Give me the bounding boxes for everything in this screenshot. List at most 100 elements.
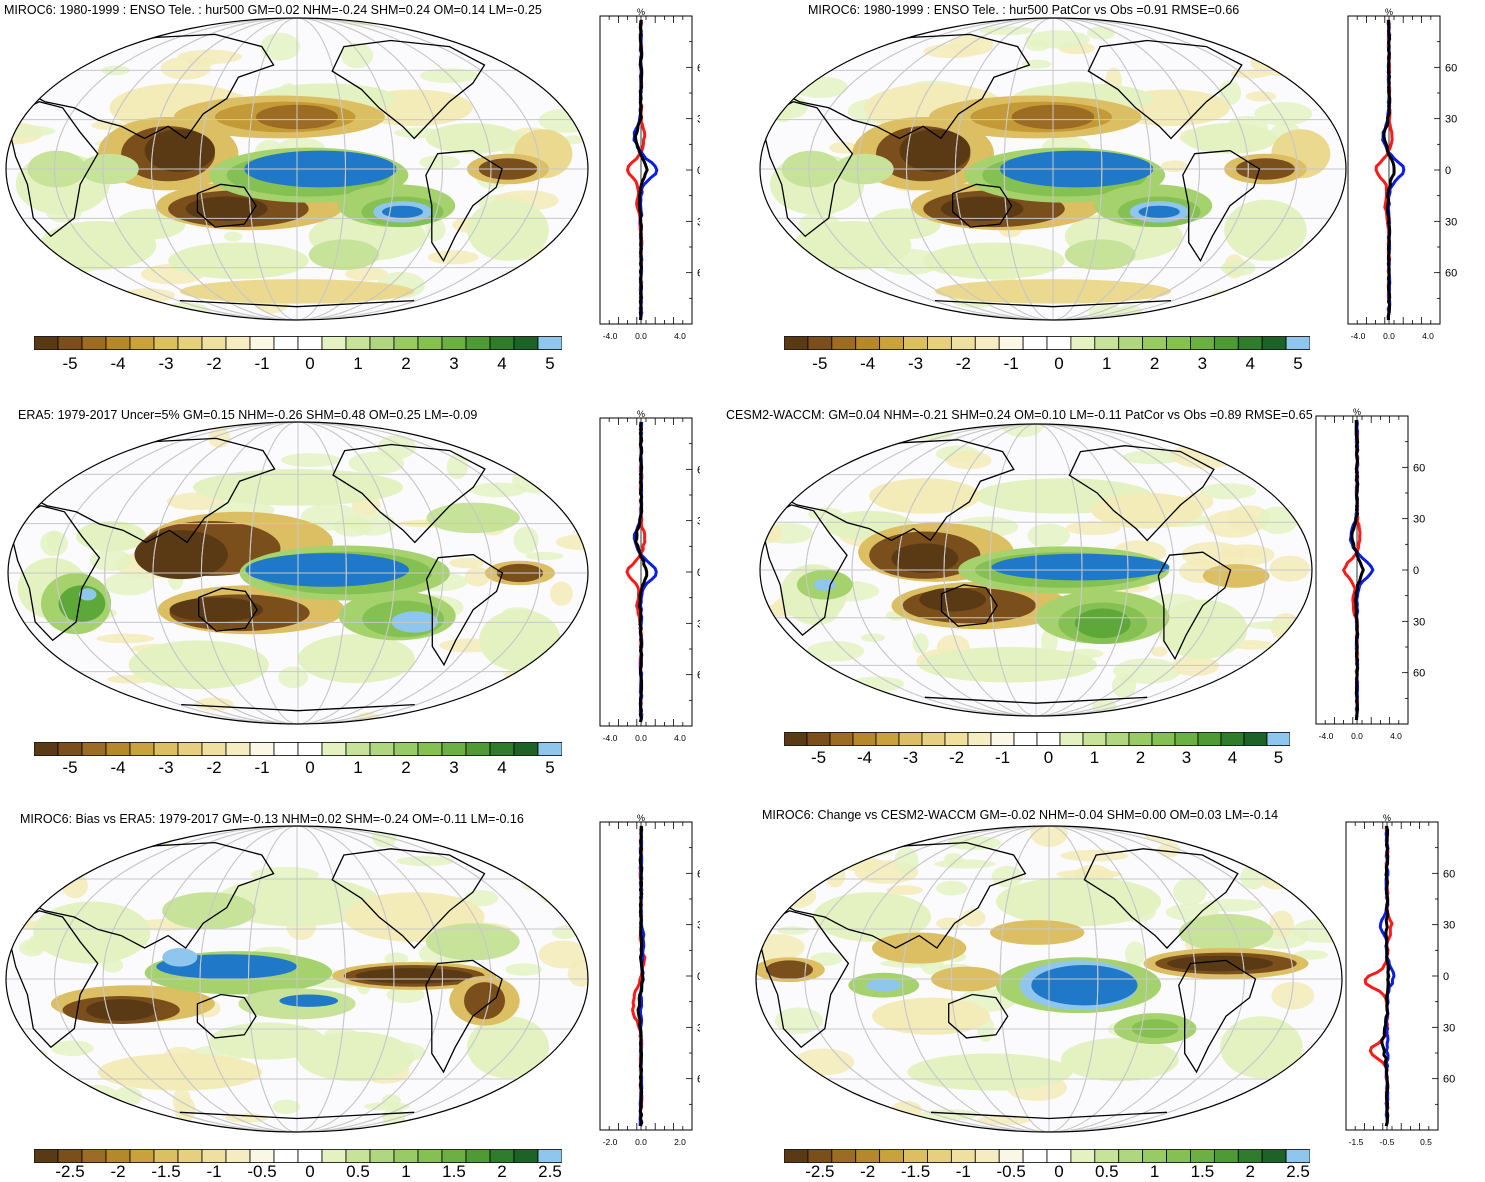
lat-tick-label: 30S — [697, 216, 700, 228]
colorbar-tick-label: 0 — [305, 354, 315, 373]
colorbar-tick-label: -2 — [110, 1162, 126, 1181]
colorbar-box — [1243, 732, 1268, 746]
profile-unit: % — [1383, 813, 1391, 823]
field-patch — [333, 516, 373, 537]
field-patch — [948, 34, 994, 56]
field-patch — [912, 633, 929, 654]
graticule — [756, 826, 1342, 1132]
colorbar-box — [465, 336, 491, 350]
field-patch — [827, 21, 860, 31]
colorbar-tick-label: -1 — [254, 758, 270, 777]
lat-tick-label: 60S — [697, 268, 700, 280]
colorbar-box — [297, 1149, 323, 1163]
field-patch — [419, 155, 461, 170]
colorbar-tick-label: -2.5 — [805, 1162, 835, 1181]
field-patch — [806, 640, 865, 662]
field-contour — [466, 1016, 549, 1079]
colorbar-box — [513, 1149, 539, 1163]
colorbar-box — [1070, 1149, 1096, 1163]
profile-frame — [1345, 821, 1439, 1131]
colorbar-tick-label: 3 — [1197, 354, 1208, 373]
field-patch — [1227, 443, 1256, 457]
coastlines — [759, 835, 1298, 1120]
colorbar-box — [855, 336, 881, 350]
x-tick-label: -4.0 — [603, 331, 618, 341]
field-patch — [1293, 950, 1328, 960]
field-patch — [272, 1099, 300, 1115]
panel-miroc6-enso: MIROC6: 1980-1999 : ENSO Tele. : hur500 … — [0, 0, 700, 390]
x-tick-label: 0.0 — [635, 331, 647, 341]
field-patch — [554, 474, 588, 489]
colorbar-box — [944, 732, 969, 746]
field-contour — [168, 242, 309, 280]
colorbar-box — [1174, 732, 1199, 746]
field-contour — [1202, 564, 1270, 588]
field-contour — [169, 597, 263, 622]
field-patch — [759, 1109, 795, 1132]
colorbar-box — [273, 742, 299, 756]
world-map — [759, 17, 1347, 321]
colorbar-box — [1190, 336, 1215, 350]
zonal-mean-profile: % -4.0 0.0 4.0 60N 30N 0 30S 60S — [599, 409, 700, 743]
colorbar-box — [321, 1149, 347, 1163]
field-patch — [464, 566, 491, 587]
colorbar-box — [898, 732, 923, 746]
world-map — [759, 423, 1313, 717]
panel-title: MIROC6: 1980-1999 : ENSO Tele. : hur500 … — [808, 3, 1240, 17]
colorbar-box — [807, 336, 833, 350]
lat-tick-label: 30N — [1445, 114, 1458, 126]
field-contour — [86, 999, 157, 1021]
field-contour — [899, 129, 971, 173]
field-patch — [567, 960, 588, 987]
colorbar-tick-label: 3 — [1181, 748, 1192, 767]
field-patch — [425, 217, 446, 242]
x-tick-label: 0.0 — [1351, 731, 1363, 741]
field-patch — [1283, 256, 1335, 274]
colorbar-box — [1285, 336, 1310, 350]
panel-title: CESM2-WACCM: GM=0.04 NHM=-0.21 SHM=0.24 … — [726, 408, 1313, 422]
field-contour — [907, 1053, 1073, 1091]
colorbar-box — [249, 1149, 275, 1163]
colorbar-box — [807, 1149, 833, 1163]
field-contour — [33, 901, 151, 964]
field-patch — [120, 288, 176, 303]
field-patch — [1245, 91, 1277, 102]
field-contour — [1060, 1037, 1179, 1082]
profile-line-black — [636, 825, 645, 1127]
colorbar-tick-label: 2 — [1245, 1162, 1255, 1181]
x-tick-label: 4.0 — [1390, 731, 1402, 741]
colorbar-box — [1118, 336, 1144, 350]
lat-tick-label: 60N — [1443, 868, 1456, 880]
lat-tick-label: 60S — [1443, 1074, 1456, 1086]
colorbar-tick-label: -1.5 — [900, 1162, 931, 1181]
field-patch — [529, 1068, 559, 1091]
field-contour — [1138, 205, 1180, 218]
field-patch — [83, 282, 104, 303]
colorbar-box — [1105, 732, 1130, 746]
colorbar-tick-label: 4 — [497, 758, 507, 777]
colorbar-tick-label: 5 — [545, 758, 555, 777]
field-patch — [455, 1108, 496, 1132]
colorbar-box — [105, 742, 131, 756]
x-tick-label: 0.0 — [635, 733, 647, 743]
colorbar-box — [852, 732, 877, 746]
colorbar-tick-label: -4 — [110, 354, 126, 373]
colorbar-box — [998, 336, 1024, 350]
field-patch — [575, 309, 588, 320]
field-patch — [496, 1104, 541, 1123]
colorbar-tick-label: -1 — [1003, 354, 1019, 373]
lat-tick-label: 30N — [1443, 920, 1456, 932]
field-patch — [41, 442, 103, 456]
panel-miroc6-bias: MIROC6: Bias vs ERA5: 1979-2017 GM=-0.13… — [0, 800, 700, 1181]
lat-tick-label: 60S — [697, 670, 700, 682]
graticule — [6, 826, 588, 1132]
field-contour — [1220, 1016, 1303, 1079]
field-contour — [891, 543, 959, 573]
field-patch — [810, 299, 849, 320]
colorbar-box — [57, 742, 83, 756]
colorbar-tick-label: -1 — [955, 1162, 971, 1181]
colorbar-labels: -2.5 -2 -1.5 -1 -0.5 0 0.5 1 1.5 2 2.5 — [784, 1162, 1310, 1182]
colorbar-box — [855, 1149, 881, 1163]
colorbar-tick-label: 2 — [401, 354, 411, 373]
colorbar-box — [806, 732, 831, 746]
